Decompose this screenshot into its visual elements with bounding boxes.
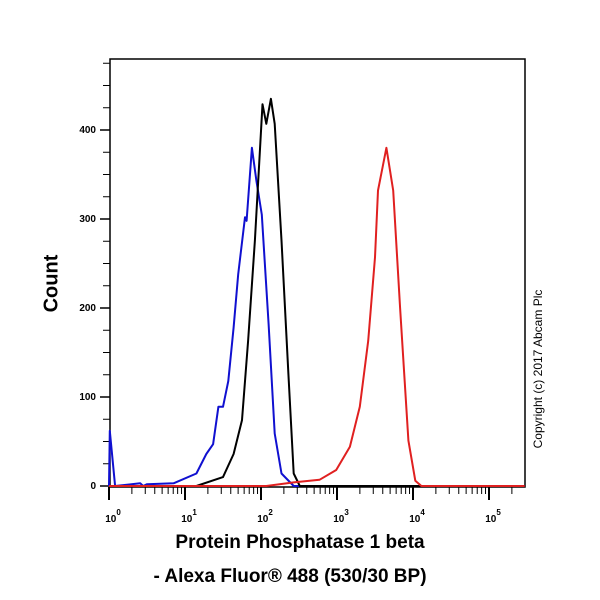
y-axis-label: Count: [40, 254, 63, 313]
x-tick-label: 105: [485, 508, 501, 525]
x-tick-label: 104: [409, 508, 425, 525]
series-black-line: [196, 97, 525, 487]
copyright-notice: Copyright (c) 2017 Abcam Plc: [531, 289, 545, 449]
y-tick-label: 100: [79, 392, 96, 403]
x-tick-label: 100: [105, 508, 121, 525]
x-tick-label: 101: [181, 508, 197, 525]
series-red-line: [109, 146, 525, 487]
plot-frame: [109, 58, 526, 488]
x-tick-label: 102: [257, 508, 273, 525]
x-axis-label-line1: Protein Phosphatase 1 beta: [175, 532, 425, 553]
x-axis: 100 101 102 103 104 105: [105, 487, 513, 525]
y-tick-label: 0: [90, 481, 96, 492]
y-tick-label: 400: [79, 125, 96, 136]
y-axis: 0 100 200 300 400: [79, 62, 110, 492]
y-tick-label: 300: [79, 214, 96, 225]
y-tick-label: 200: [79, 303, 96, 314]
series-blue-line: [108, 146, 525, 487]
series-group: [108, 97, 525, 487]
x-tick-label: 103: [333, 508, 349, 525]
x-axis-label-line2: - Alexa Fluor® 488 (530/30 BP): [153, 566, 427, 587]
